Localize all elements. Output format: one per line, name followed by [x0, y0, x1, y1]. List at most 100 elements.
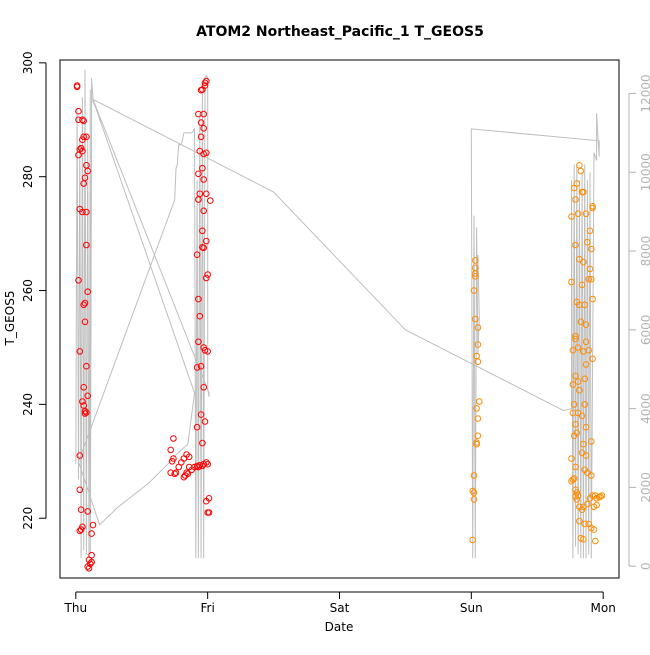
points-layer — [73, 77, 606, 572]
data-point — [469, 536, 477, 544]
data-point — [172, 469, 180, 477]
data-point — [88, 558, 95, 566]
data-point — [196, 462, 204, 469]
data-point — [200, 244, 207, 252]
data-point — [470, 496, 478, 503]
y-tick-label: 300 — [21, 51, 35, 74]
data-point — [195, 196, 202, 203]
data-point — [195, 170, 202, 178]
data-point — [80, 133, 87, 141]
data-point — [197, 86, 205, 94]
data-point — [569, 409, 577, 417]
data-point — [205, 495, 213, 502]
data-point — [581, 401, 589, 408]
data-point — [580, 258, 587, 266]
data-point — [590, 526, 598, 533]
data-point — [580, 536, 587, 543]
data-point — [199, 439, 206, 447]
data-point — [568, 278, 575, 286]
data-point — [568, 477, 575, 485]
data-point — [84, 288, 91, 296]
data-point — [568, 455, 575, 462]
data-point — [572, 421, 579, 428]
data-point — [85, 565, 93, 572]
data-point — [472, 257, 479, 264]
data-point — [578, 412, 586, 420]
data-point — [574, 378, 582, 385]
data-point — [193, 364, 201, 371]
data-point — [585, 347, 593, 354]
data-point — [582, 423, 590, 431]
data-point — [83, 208, 90, 216]
data-point — [581, 375, 589, 383]
data-point — [588, 275, 595, 283]
data-point — [79, 398, 86, 405]
altitude-line — [75, 69, 600, 559]
data-point — [569, 476, 577, 483]
y2-tick-label: 2000 — [639, 472, 650, 503]
data-point — [470, 489, 478, 496]
data-point — [199, 164, 206, 172]
data-point — [75, 107, 82, 115]
plot-frame — [59, 59, 620, 579]
data-point — [572, 332, 579, 340]
data-point — [470, 287, 478, 294]
altitude-layer — [75, 69, 600, 559]
data-point — [76, 348, 84, 355]
data-point — [76, 486, 84, 494]
data-point — [577, 167, 585, 175]
data-point — [570, 401, 578, 408]
x-axis-label: Date — [325, 620, 354, 634]
data-point — [472, 270, 479, 277]
data-point — [578, 281, 586, 289]
data-point — [200, 125, 207, 132]
data-point — [474, 432, 482, 440]
data-point — [589, 203, 596, 210]
data-point — [79, 147, 86, 155]
data-point — [79, 208, 86, 216]
data-point — [168, 458, 176, 465]
data-point — [199, 227, 206, 235]
data-point — [76, 452, 84, 459]
data-point — [193, 251, 201, 258]
x-tick-label: Sat — [330, 601, 350, 615]
x-tick-label: Sun — [460, 601, 483, 615]
data-point — [598, 492, 606, 499]
data-point — [584, 500, 591, 508]
data-point — [81, 410, 89, 417]
data-point — [592, 537, 599, 545]
data-point — [80, 117, 87, 125]
y2-tick-label: 8000 — [639, 236, 650, 267]
data-point — [180, 473, 188, 481]
data-point — [582, 361, 590, 368]
data-point — [80, 301, 87, 309]
data-point — [196, 312, 204, 320]
data-point — [582, 321, 590, 329]
data-point — [185, 453, 193, 461]
data-point — [205, 509, 213, 516]
data-point — [80, 180, 87, 187]
data-point — [585, 275, 593, 283]
data-point — [574, 210, 582, 217]
data-point — [597, 493, 604, 500]
data-point — [593, 501, 600, 509]
data-point — [197, 133, 205, 141]
data-point — [582, 452, 590, 459]
y2-tick-label: 4000 — [639, 393, 650, 424]
data-point — [200, 176, 207, 183]
y-tick-label: 240 — [21, 393, 35, 416]
y2-tick-label: 6000 — [639, 315, 650, 346]
data-point — [79, 116, 86, 124]
y2-tick-label: 12000 — [639, 74, 650, 112]
data-point — [84, 563, 91, 570]
data-point — [581, 520, 589, 528]
data-point — [569, 347, 577, 354]
data-point — [195, 463, 202, 471]
x-tick-label: Thu — [64, 601, 88, 615]
data-point — [584, 238, 591, 246]
data-point — [84, 167, 91, 175]
data-point — [474, 324, 482, 331]
data-point — [88, 530, 95, 537]
axes-layer: Thu Fri Sat Sun Mon 220 240 260 280 300 0 2000 4000 6… — [21, 51, 650, 614]
